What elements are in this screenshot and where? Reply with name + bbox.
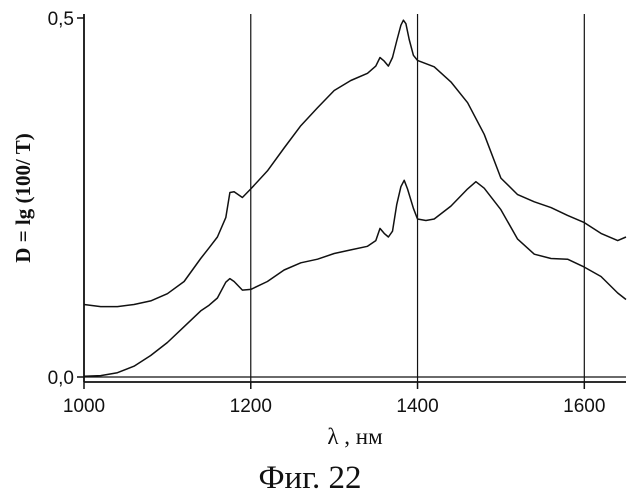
series-layer: [84, 20, 626, 376]
y-tick-label-0: 0,0: [48, 368, 74, 389]
tick-layer: 1000 1200 1400 1600 0,0 0,5: [48, 9, 606, 417]
grid-layer: [251, 14, 585, 382]
x-tick-label-3: 1600: [563, 396, 605, 417]
x-tick-label-2: 1400: [396, 396, 438, 417]
figure-caption: Фиг. 22: [258, 460, 361, 496]
x-tick-label-1: 1200: [230, 396, 272, 417]
series-line-1: [84, 180, 626, 376]
y-axis-title: D = lg (100/ T): [11, 133, 35, 262]
x-tick-label-0: 1000: [63, 396, 105, 417]
series-line-0: [84, 20, 626, 306]
y-tick-label-1: 0,5: [48, 9, 74, 30]
x-axis-title: λ , нм: [327, 424, 383, 449]
